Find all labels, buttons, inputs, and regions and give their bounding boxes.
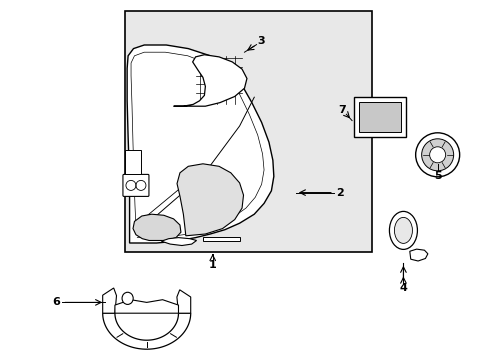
- Text: 1: 1: [208, 260, 216, 270]
- Bar: [125, 150, 141, 174]
- Text: 3: 3: [257, 36, 265, 46]
- Text: 2: 2: [335, 188, 343, 198]
- Text: 5: 5: [433, 171, 441, 181]
- Polygon shape: [177, 290, 190, 313]
- Polygon shape: [409, 249, 427, 261]
- Polygon shape: [127, 45, 273, 243]
- Bar: [354, 97, 406, 137]
- Text: 4: 4: [399, 283, 407, 293]
- Polygon shape: [173, 55, 246, 106]
- Polygon shape: [133, 214, 181, 240]
- Polygon shape: [102, 313, 190, 349]
- Ellipse shape: [122, 292, 133, 305]
- Circle shape: [415, 133, 459, 177]
- Bar: [124, 11, 371, 252]
- FancyBboxPatch shape: [122, 174, 149, 197]
- Polygon shape: [115, 300, 178, 313]
- Text: 6: 6: [52, 297, 60, 307]
- Polygon shape: [203, 237, 239, 241]
- Polygon shape: [161, 238, 196, 246]
- Ellipse shape: [388, 211, 417, 249]
- Circle shape: [429, 147, 445, 163]
- Ellipse shape: [394, 217, 411, 243]
- Polygon shape: [102, 288, 116, 313]
- Bar: [359, 102, 401, 132]
- Circle shape: [421, 139, 453, 171]
- Polygon shape: [177, 164, 243, 236]
- Text: 7: 7: [338, 105, 346, 115]
